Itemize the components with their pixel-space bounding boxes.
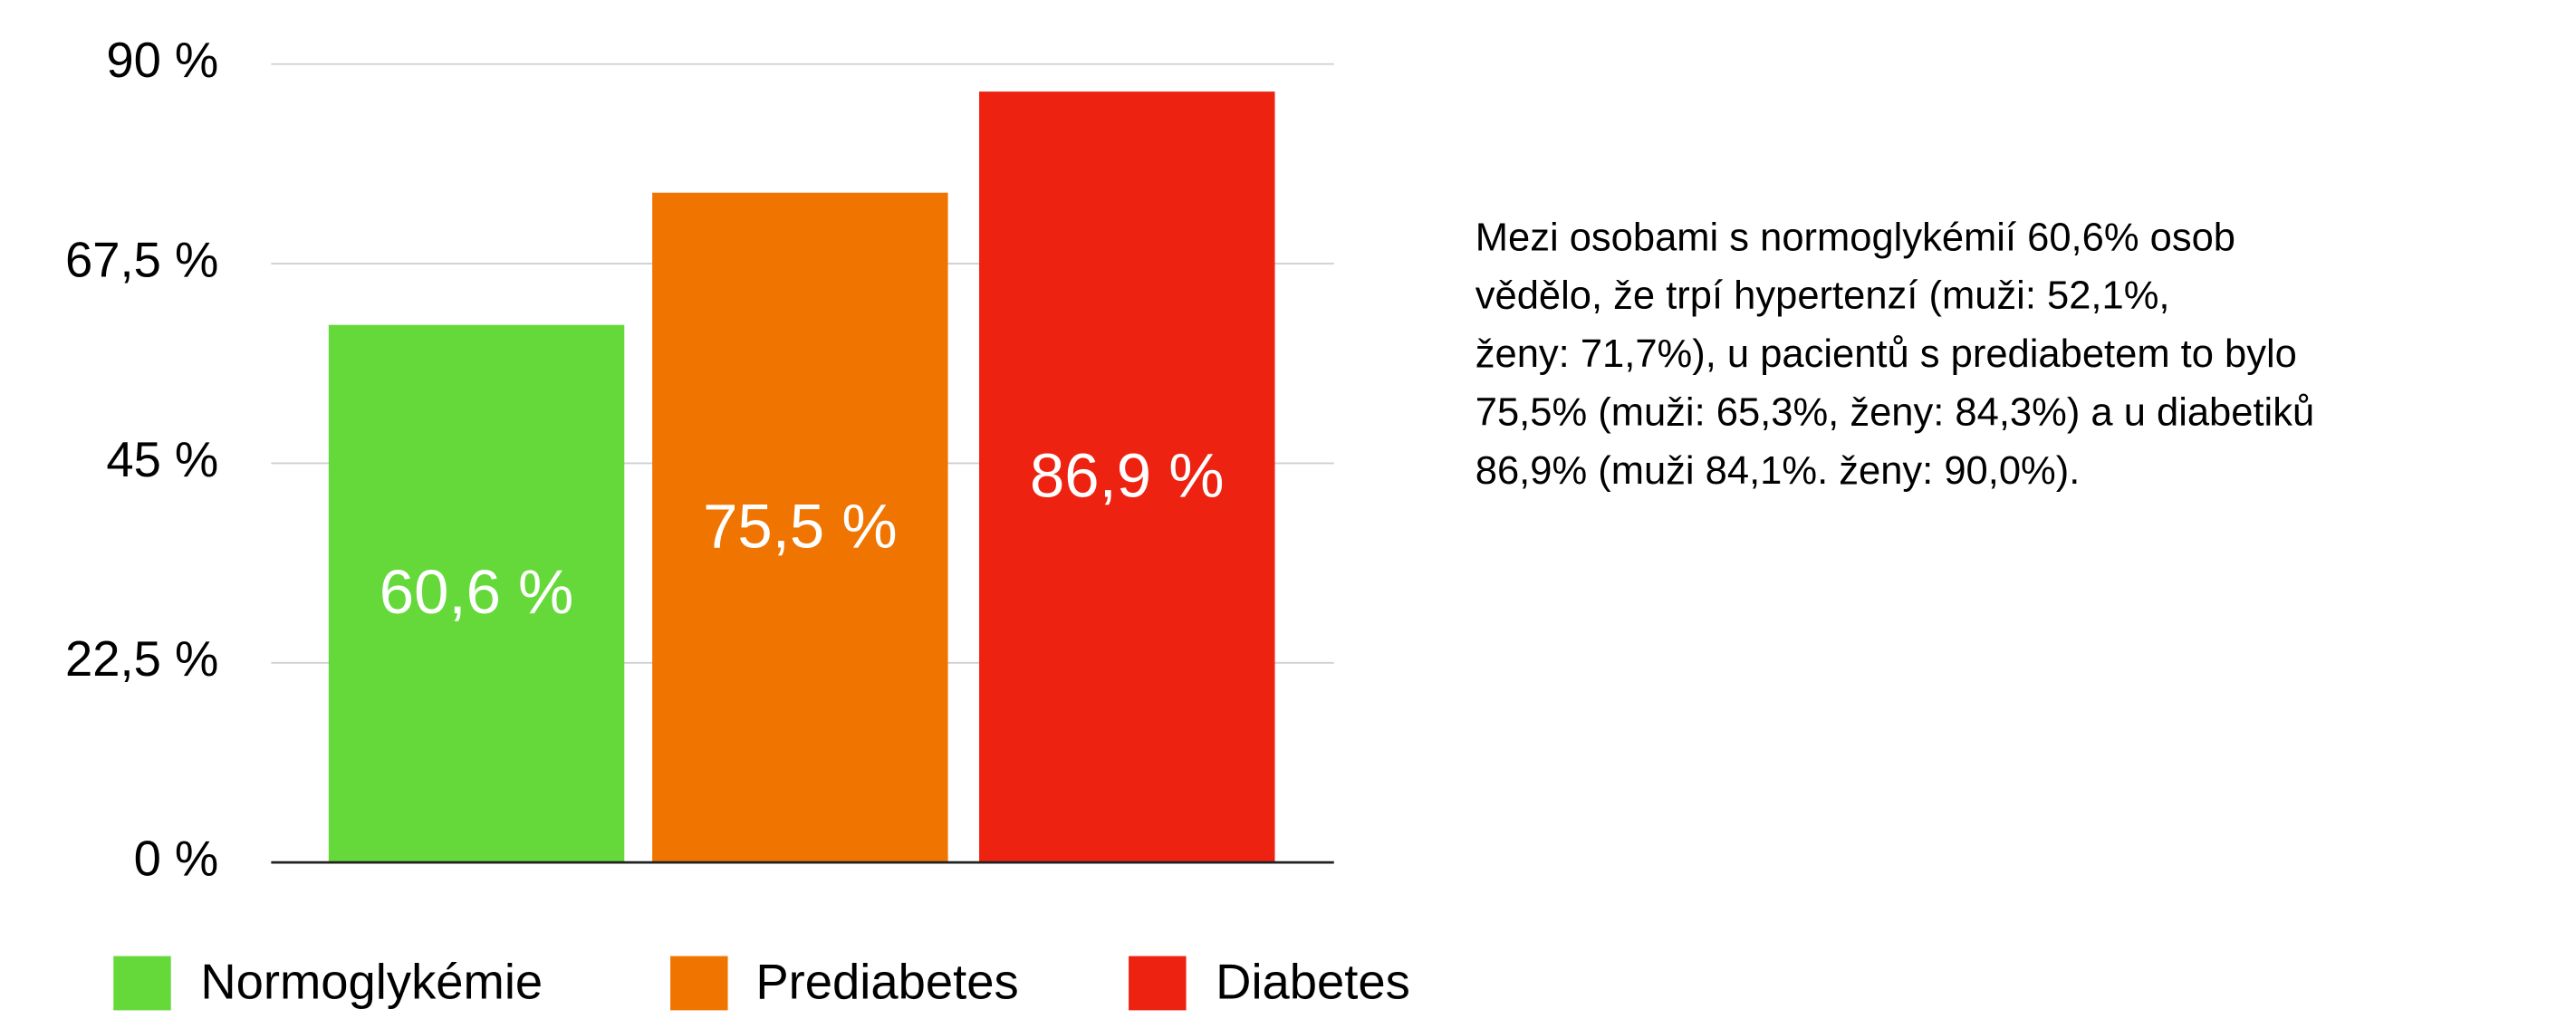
- bar: [328, 324, 625, 863]
- y-tick-label: 22,5 %: [65, 631, 218, 687]
- bar: [652, 192, 948, 863]
- bar: [979, 91, 1275, 863]
- legend-label: Normoglykémie: [200, 955, 543, 1010]
- legend-label: Prediabetes: [755, 955, 1018, 1010]
- y-tick-label: 45 %: [106, 432, 218, 487]
- annotation-line: ženy: 71,7%), u pacientů s prediabetem t…: [1475, 332, 2297, 376]
- annotation-line: 86,9% (muži 84,1%. ženy: 90,0%).: [1475, 449, 2081, 493]
- legend-swatch: [1129, 956, 1187, 1011]
- annotation-line: vědělo, že trpí hypertenzí (muži: 52,1%,: [1475, 274, 2170, 318]
- y-tick-label: 90 %: [106, 33, 218, 88]
- y-tick-label: 0 %: [134, 832, 219, 887]
- legend-label: Diabetes: [1216, 955, 1410, 1010]
- legend-swatch: [113, 956, 171, 1011]
- legend-swatch: [670, 956, 728, 1011]
- value-label: 60,6 %: [380, 557, 574, 627]
- y-tick-label: 67,5 %: [65, 232, 218, 287]
- annotation-line: 75,5% (muži: 65,3%, ženy: 84,3%) a u dia…: [1475, 390, 2314, 434]
- value-label: 86,9 %: [1030, 440, 1225, 510]
- value-label: 75,5 %: [703, 491, 898, 561]
- annotation-line: Mezi osobami s normoglykémií 60,6% osob: [1475, 216, 2235, 259]
